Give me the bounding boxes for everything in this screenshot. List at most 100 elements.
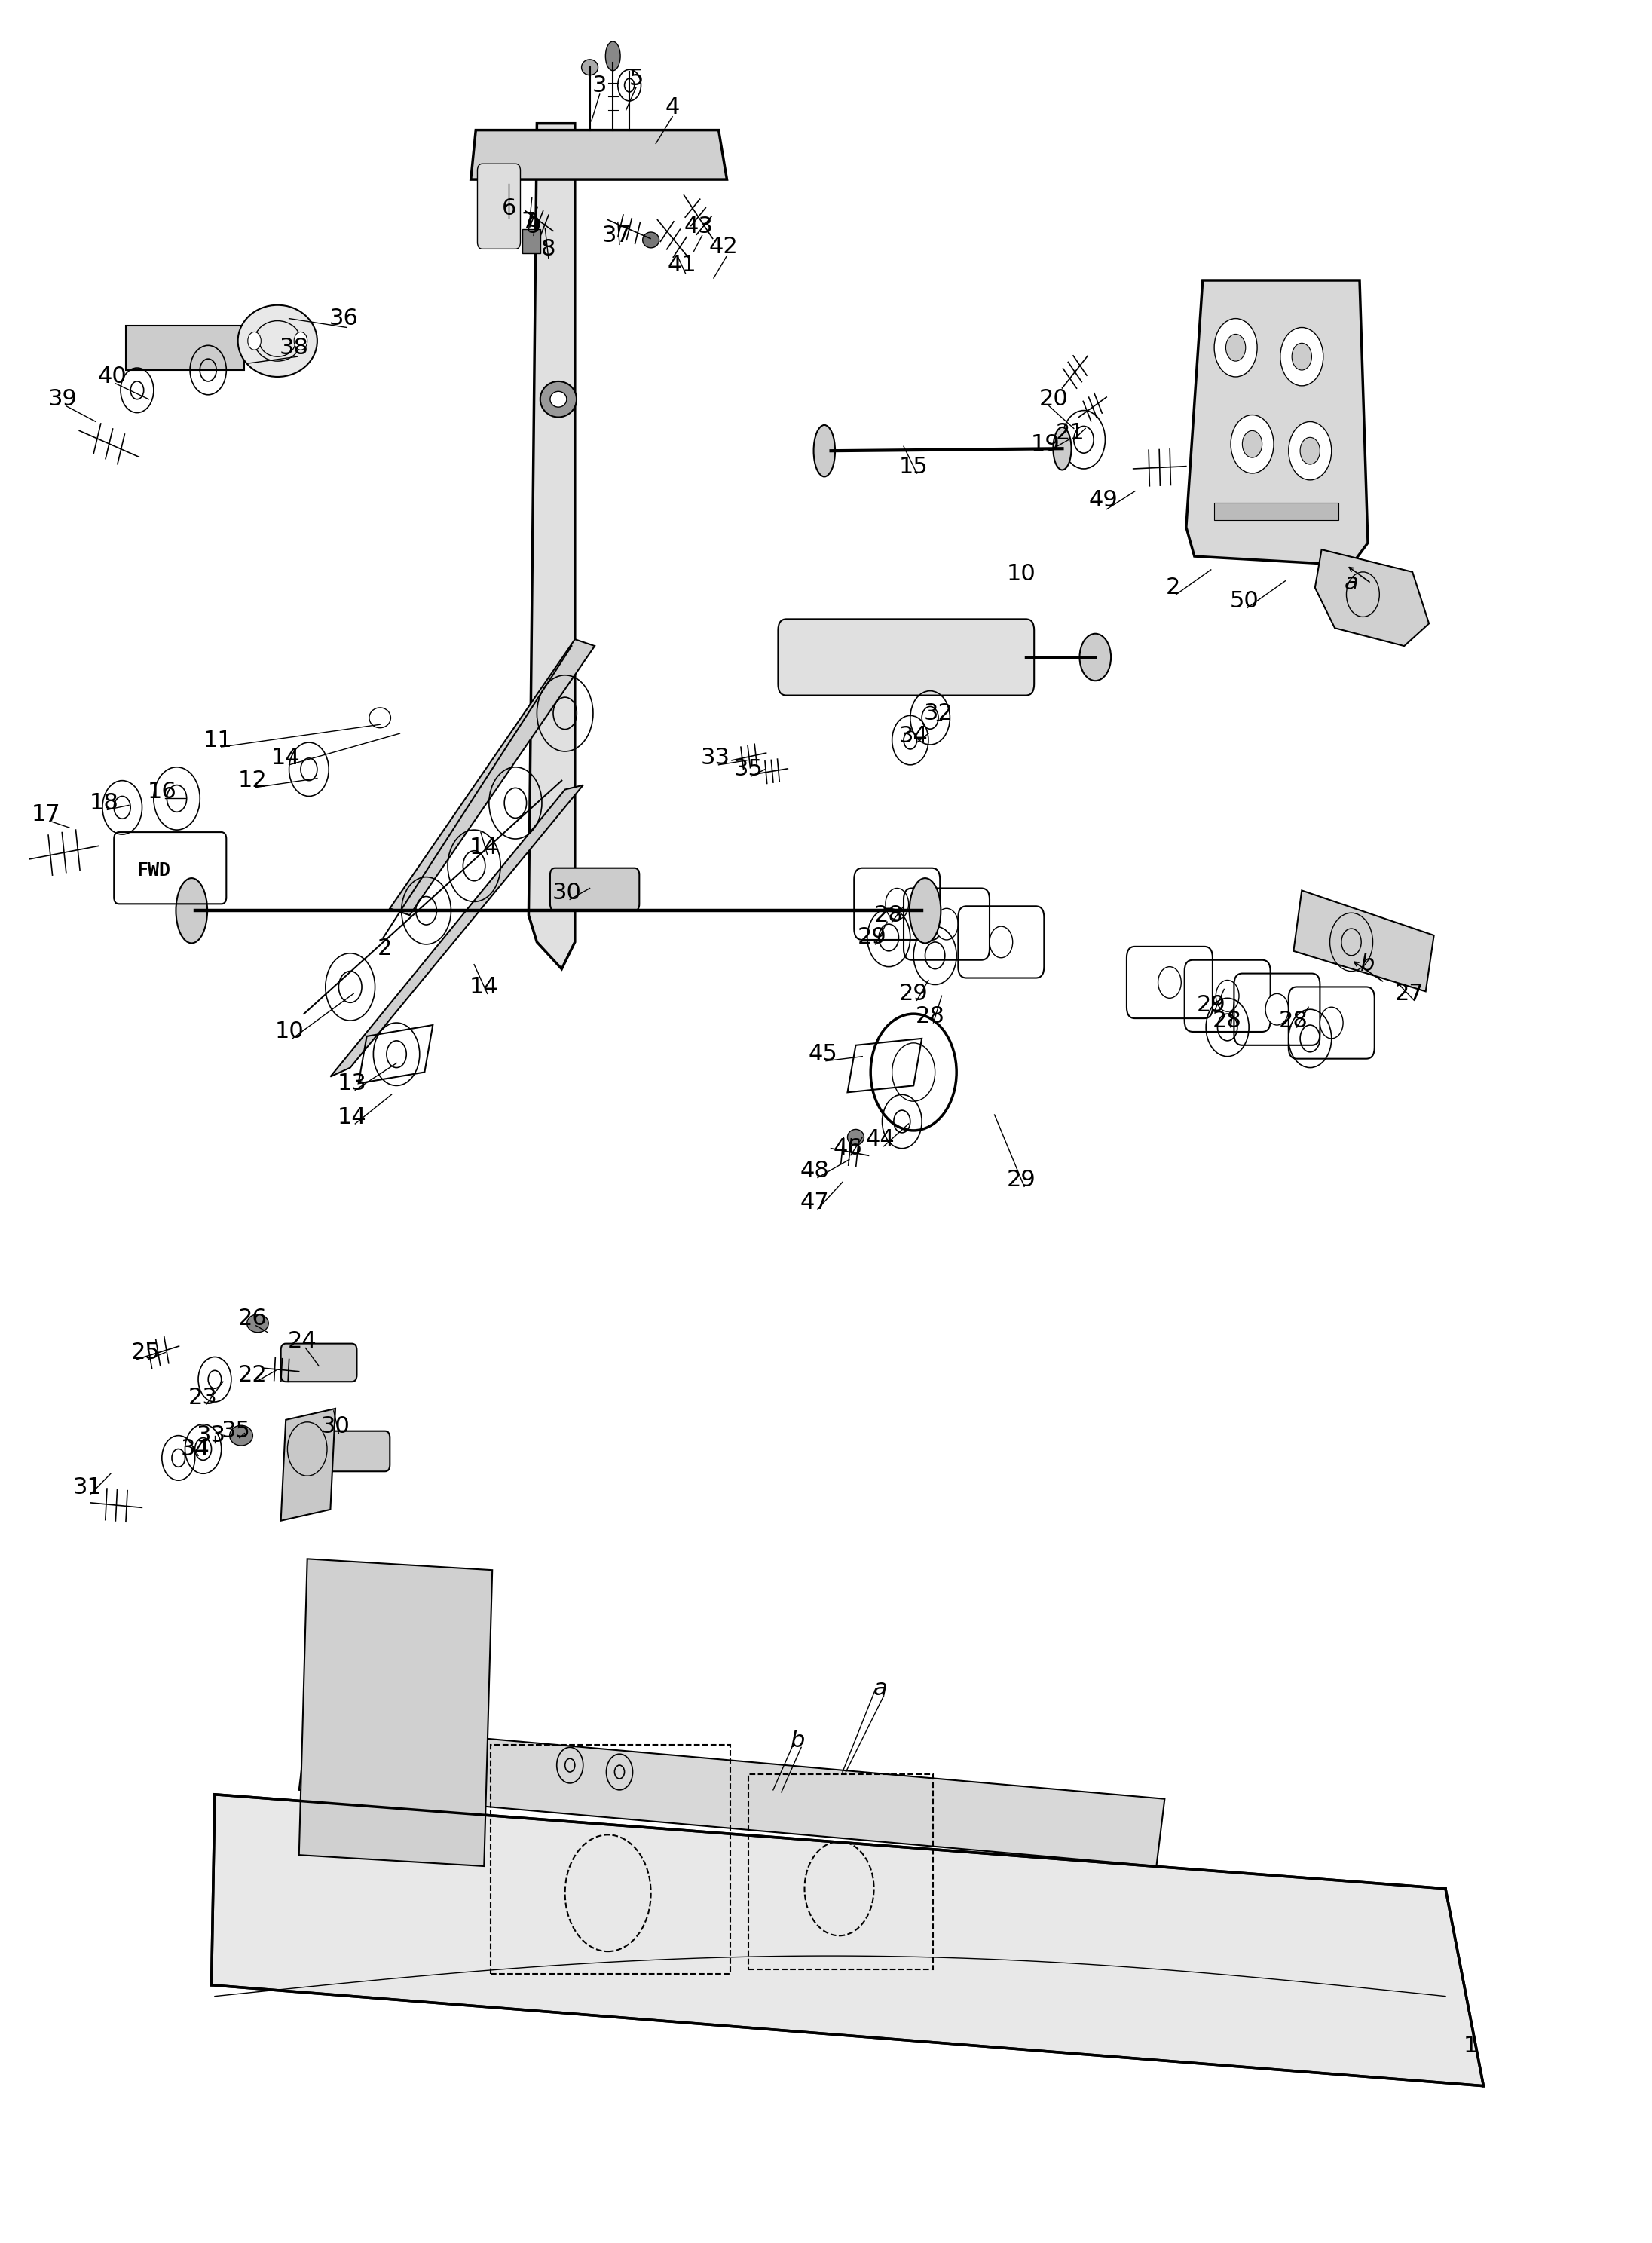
Text: 18: 18 [89,792,119,814]
Ellipse shape [605,43,621,72]
Circle shape [1226,334,1246,361]
Ellipse shape [248,1314,268,1332]
Polygon shape [281,1409,335,1521]
Text: 50: 50 [1229,590,1259,612]
Text: 40: 40 [97,366,127,388]
Ellipse shape [1054,426,1072,471]
Text: 42: 42 [709,236,738,258]
Circle shape [1231,415,1274,473]
Ellipse shape [582,61,598,76]
Circle shape [1289,422,1332,480]
Circle shape [1242,431,1262,458]
Bar [522,229,540,253]
Text: 32: 32 [923,702,953,724]
FancyBboxPatch shape [477,164,520,249]
Text: 4: 4 [666,96,679,119]
Text: 28: 28 [874,904,904,926]
Bar [491,1745,730,1974]
Text: 29: 29 [1006,1169,1036,1191]
Text: 23: 23 [188,1386,218,1409]
Circle shape [1158,967,1181,998]
Text: b: b [1361,953,1374,976]
Ellipse shape [230,1427,253,1447]
Ellipse shape [813,426,834,478]
Text: 27: 27 [1394,982,1424,1005]
Polygon shape [390,639,595,915]
Text: 21: 21 [1056,422,1085,444]
Text: 44: 44 [866,1128,895,1151]
Ellipse shape [643,231,659,249]
Ellipse shape [238,305,317,377]
Text: 13: 13 [337,1072,367,1095]
Text: 36: 36 [329,307,358,330]
Text: 5: 5 [629,67,643,90]
Text: 35: 35 [733,758,763,781]
Text: 9: 9 [527,215,540,238]
Text: 29: 29 [899,982,928,1005]
Polygon shape [1186,280,1368,565]
Text: 34: 34 [180,1438,210,1460]
Ellipse shape [1079,633,1110,682]
Text: 16: 16 [147,781,177,803]
Text: 28: 28 [915,1005,945,1027]
Text: 29: 29 [857,926,887,949]
Text: 1: 1 [1464,2034,1477,2057]
Text: 49: 49 [1089,489,1118,511]
Text: 28: 28 [1279,1009,1308,1032]
Circle shape [1214,319,1257,377]
Text: 2: 2 [378,938,392,960]
Text: 39: 39 [48,388,78,410]
Text: 43: 43 [684,215,714,238]
Text: 33: 33 [700,747,730,769]
Text: 15: 15 [899,455,928,478]
Text: 37: 37 [601,224,631,247]
FancyBboxPatch shape [281,1344,357,1382]
Text: 33: 33 [197,1424,226,1447]
Ellipse shape [540,381,577,417]
Ellipse shape [550,393,567,408]
Text: 26: 26 [238,1308,268,1330]
Text: 10: 10 [1006,563,1036,585]
Circle shape [1292,343,1312,370]
Circle shape [885,888,909,920]
Text: 14: 14 [469,837,499,859]
Text: 22: 22 [238,1364,268,1386]
Circle shape [1320,1007,1343,1039]
Text: 2: 2 [1166,576,1180,599]
Text: 47: 47 [800,1191,829,1213]
Text: FWD: FWD [137,861,170,879]
Text: 29: 29 [1196,994,1226,1016]
Polygon shape [529,123,575,969]
Circle shape [990,926,1013,958]
Text: 28: 28 [1213,1009,1242,1032]
Text: 19: 19 [1031,433,1061,455]
Text: b: b [791,1729,805,1752]
Text: 35: 35 [221,1420,251,1442]
Text: 10: 10 [274,1021,304,1043]
Polygon shape [471,130,727,179]
Ellipse shape [909,879,942,944]
Text: 24: 24 [287,1330,317,1353]
Text: 3: 3 [593,74,606,96]
Text: 34: 34 [899,724,928,747]
Bar [748,1774,933,1969]
Circle shape [1280,327,1323,386]
Circle shape [294,332,307,350]
Text: a: a [874,1678,887,1700]
Text: 46: 46 [833,1137,862,1160]
Text: a: a [1345,572,1358,594]
FancyBboxPatch shape [304,1431,390,1471]
Polygon shape [330,785,583,1077]
Text: 48: 48 [800,1160,829,1182]
Polygon shape [211,1794,1483,2086]
Text: 14: 14 [469,976,499,998]
Ellipse shape [177,879,208,944]
FancyBboxPatch shape [550,868,639,911]
Polygon shape [1315,550,1429,646]
Polygon shape [299,1723,1165,1866]
Text: 38: 38 [279,336,309,359]
Text: 14: 14 [271,747,301,769]
Text: 11: 11 [203,729,233,751]
Text: 45: 45 [808,1043,838,1065]
Text: 17: 17 [31,803,61,825]
